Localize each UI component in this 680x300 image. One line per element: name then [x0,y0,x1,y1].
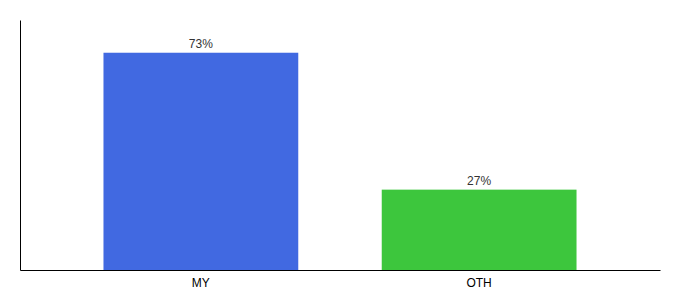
y-axis-line [20,21,21,271]
x-tick-label: MY [192,276,210,290]
x-axis-line [21,270,661,271]
plot-area: 73% 27% MY OTH [21,21,661,290]
x-axis: MY OTH [21,271,661,290]
data-label: 27% [467,174,491,188]
y-axis [20,21,21,271]
bar [103,53,298,270]
data-label: 73% [189,37,213,51]
x-tick-label: OTH [466,276,491,290]
x-tick: OTH [466,276,491,290]
x-tick: MY [192,276,210,290]
bar [382,190,577,270]
bars [103,53,576,270]
data-labels: 73% 27% [189,37,492,188]
chart: 73% 27% MY OTH [0,0,680,300]
